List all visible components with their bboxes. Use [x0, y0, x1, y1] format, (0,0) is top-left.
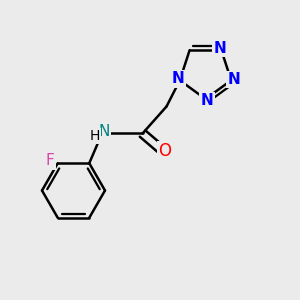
Text: F: F: [46, 153, 55, 168]
Text: H: H: [89, 129, 100, 143]
Text: N: N: [172, 71, 185, 86]
Text: O: O: [158, 142, 172, 160]
Text: N: N: [201, 93, 213, 108]
Text: N: N: [227, 72, 240, 87]
Text: N: N: [99, 124, 110, 139]
Text: N: N: [214, 41, 226, 56]
